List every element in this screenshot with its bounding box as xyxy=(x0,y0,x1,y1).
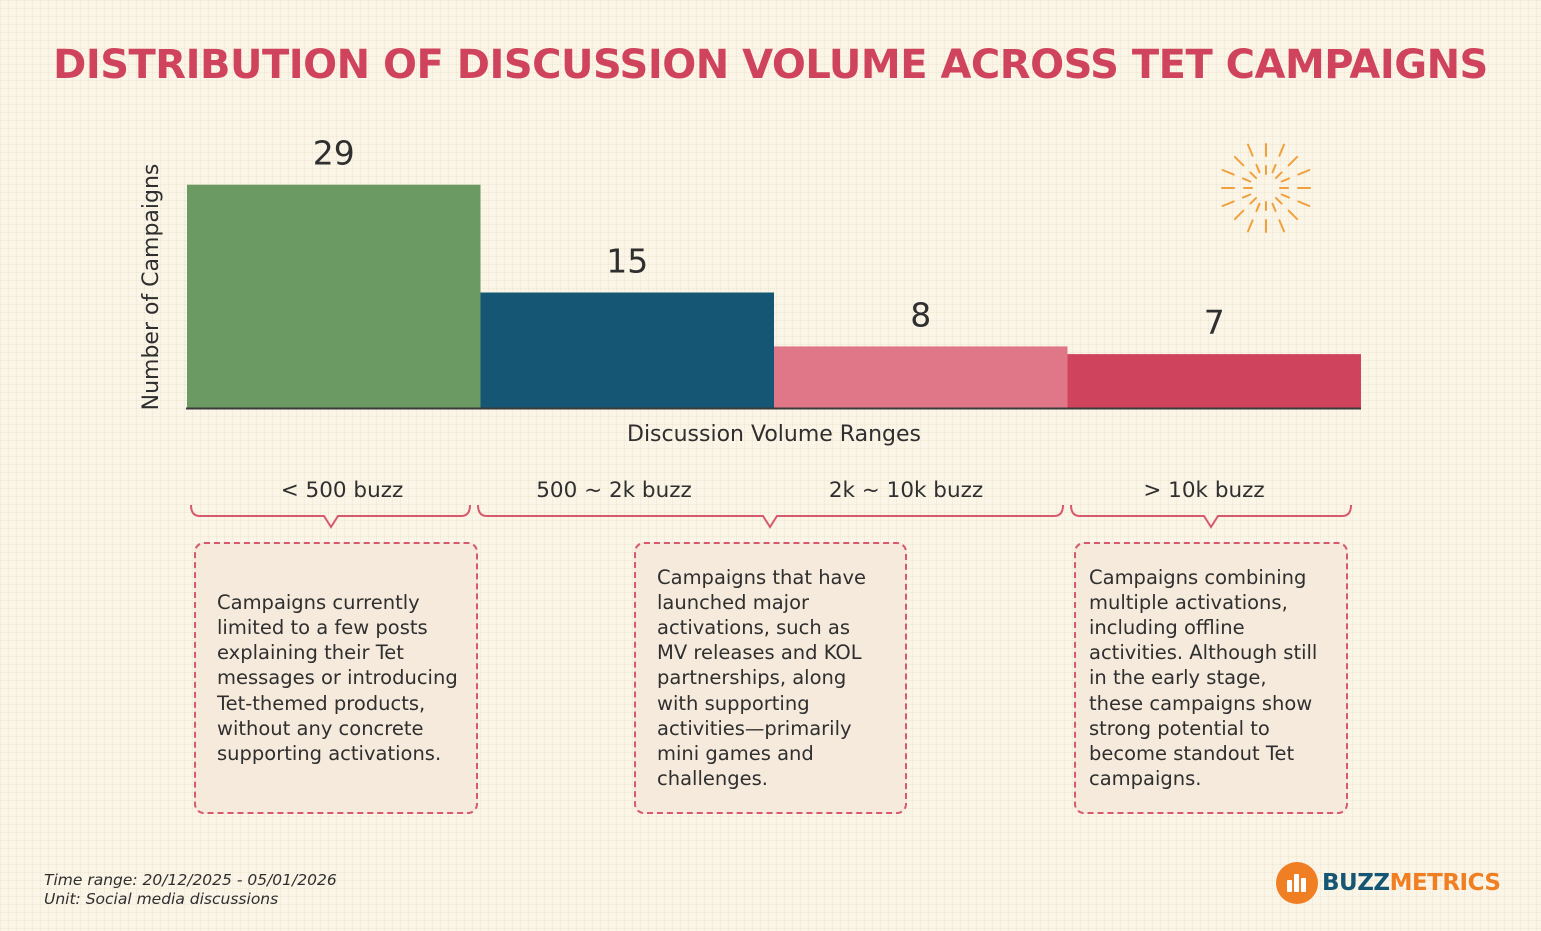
bar-1 xyxy=(187,184,481,408)
firework-ray-2-0 xyxy=(1274,196,1283,205)
bar-value-label-1: 29 xyxy=(313,134,355,173)
firework-ray-7-1 xyxy=(1221,200,1235,207)
description-text-high: Campaigns combining multiple activations… xyxy=(1089,565,1318,791)
firework-ray-3-1 xyxy=(1278,219,1285,233)
firework-ray-14-0 xyxy=(1274,171,1283,180)
description-text-mid: Campaigns that have launched major activ… xyxy=(657,565,867,791)
firework-ray-9-1 xyxy=(1221,169,1235,176)
description-box-low: Campaigns currently limited to a few pos… xyxy=(194,542,478,814)
description-text-low: Campaigns currently limited to a few pos… xyxy=(217,590,458,765)
bar-value-label-3: 8 xyxy=(910,295,931,334)
range-label-500-2k: 500 ~ 2k buzz xyxy=(536,478,692,503)
firework-ray-13-1 xyxy=(1278,143,1285,157)
logo-wordmark: BUZZMETRICS xyxy=(1322,870,1501,896)
firework-ray-6-1 xyxy=(1233,209,1245,221)
firework-ray-11-1 xyxy=(1247,143,1254,157)
firework-ray-9-0 xyxy=(1241,177,1252,183)
firework-ray-11-0 xyxy=(1255,163,1261,174)
buzzmetrics-logo: BUZZMETRICS xyxy=(1276,862,1516,908)
firework-ray-14-1 xyxy=(1287,155,1299,167)
range-label-under-500: < 500 buzz xyxy=(280,478,404,503)
firework-ray-15-1 xyxy=(1297,169,1311,176)
bar-3 xyxy=(774,346,1068,408)
bar-2 xyxy=(480,292,774,408)
firework-ray-3-0 xyxy=(1271,202,1277,213)
firework-ray-7-0 xyxy=(1241,193,1252,199)
description-box-mid: Campaigns that have launched major activ… xyxy=(634,542,907,814)
firework-ray-1-1 xyxy=(1297,200,1311,207)
firework-ray-10-1 xyxy=(1233,155,1245,167)
firework-decoration xyxy=(1221,143,1311,233)
firework-ray-1-0 xyxy=(1280,193,1291,199)
bracket-high xyxy=(1070,504,1352,529)
firework-ray-6-0 xyxy=(1249,196,1258,205)
bar-value-label-2: 15 xyxy=(606,242,648,281)
bar-value-label-4: 7 xyxy=(1204,303,1225,342)
firework-ray-2-1 xyxy=(1287,209,1299,221)
footer-unit: Unit: Social media discussions xyxy=(44,890,279,908)
firework-ray-13-0 xyxy=(1271,163,1277,174)
firework-ray-5-0 xyxy=(1255,202,1261,213)
description-box-high: Campaigns combining multiple activations… xyxy=(1074,542,1348,814)
y-axis-title: Number of Campaigns xyxy=(139,164,164,411)
range-label-2k-10k: 2k ~ 10k buzz xyxy=(828,478,984,503)
bar-chart-logo-icon xyxy=(1276,862,1318,904)
x-axis-title: Discussion Volume Ranges xyxy=(627,422,921,447)
firework-ray-5-1 xyxy=(1247,219,1254,233)
bar-4 xyxy=(1067,354,1361,408)
footer-time-range: Time range: 20/12/2025 - 05/01/2026 xyxy=(44,871,337,889)
bracket-mid xyxy=(477,504,1064,529)
range-brackets xyxy=(190,504,1352,529)
firework-ray-15-0 xyxy=(1280,177,1291,183)
bracket-low xyxy=(190,504,471,529)
firework-ray-10-0 xyxy=(1249,171,1258,180)
chart-title: DISTRIBUTION OF DISCUSSION VOLUME ACROSS… xyxy=(53,42,1488,88)
range-label-over-10k: > 10k buzz xyxy=(1143,478,1265,503)
